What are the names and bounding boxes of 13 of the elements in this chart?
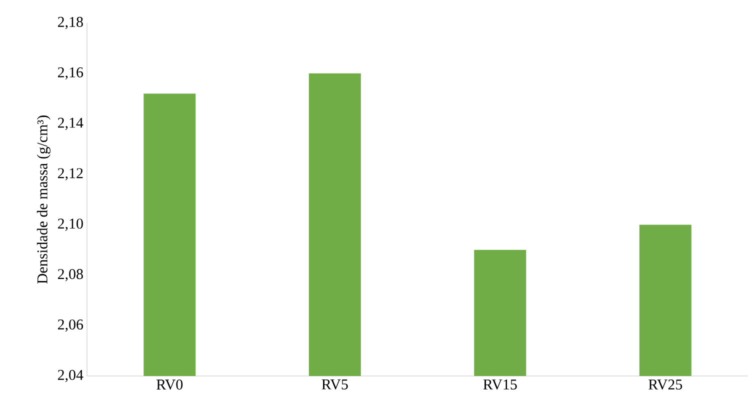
y-tick-label: 2,06 xyxy=(58,319,84,332)
x-tick-label: RV15 xyxy=(483,380,517,390)
y-tick-label: 2,18 xyxy=(58,16,83,30)
y-tick-label: 2,16 xyxy=(58,67,84,80)
x-tick-label: RV25 xyxy=(648,380,682,390)
y-tick-label: 2,12 xyxy=(58,168,83,180)
y-tick-label: 2,08 xyxy=(58,269,83,282)
y-tick-label: 2,10 xyxy=(58,218,83,231)
y-tick-label: 2,04 xyxy=(58,370,84,382)
y-tick-label: 2,14 xyxy=(58,118,84,130)
x-tick-label: RV5 xyxy=(322,380,348,390)
y-axis-title: Densidade de massa (g/cm³) xyxy=(36,116,50,284)
x-tick-label: RV0 xyxy=(156,380,183,390)
